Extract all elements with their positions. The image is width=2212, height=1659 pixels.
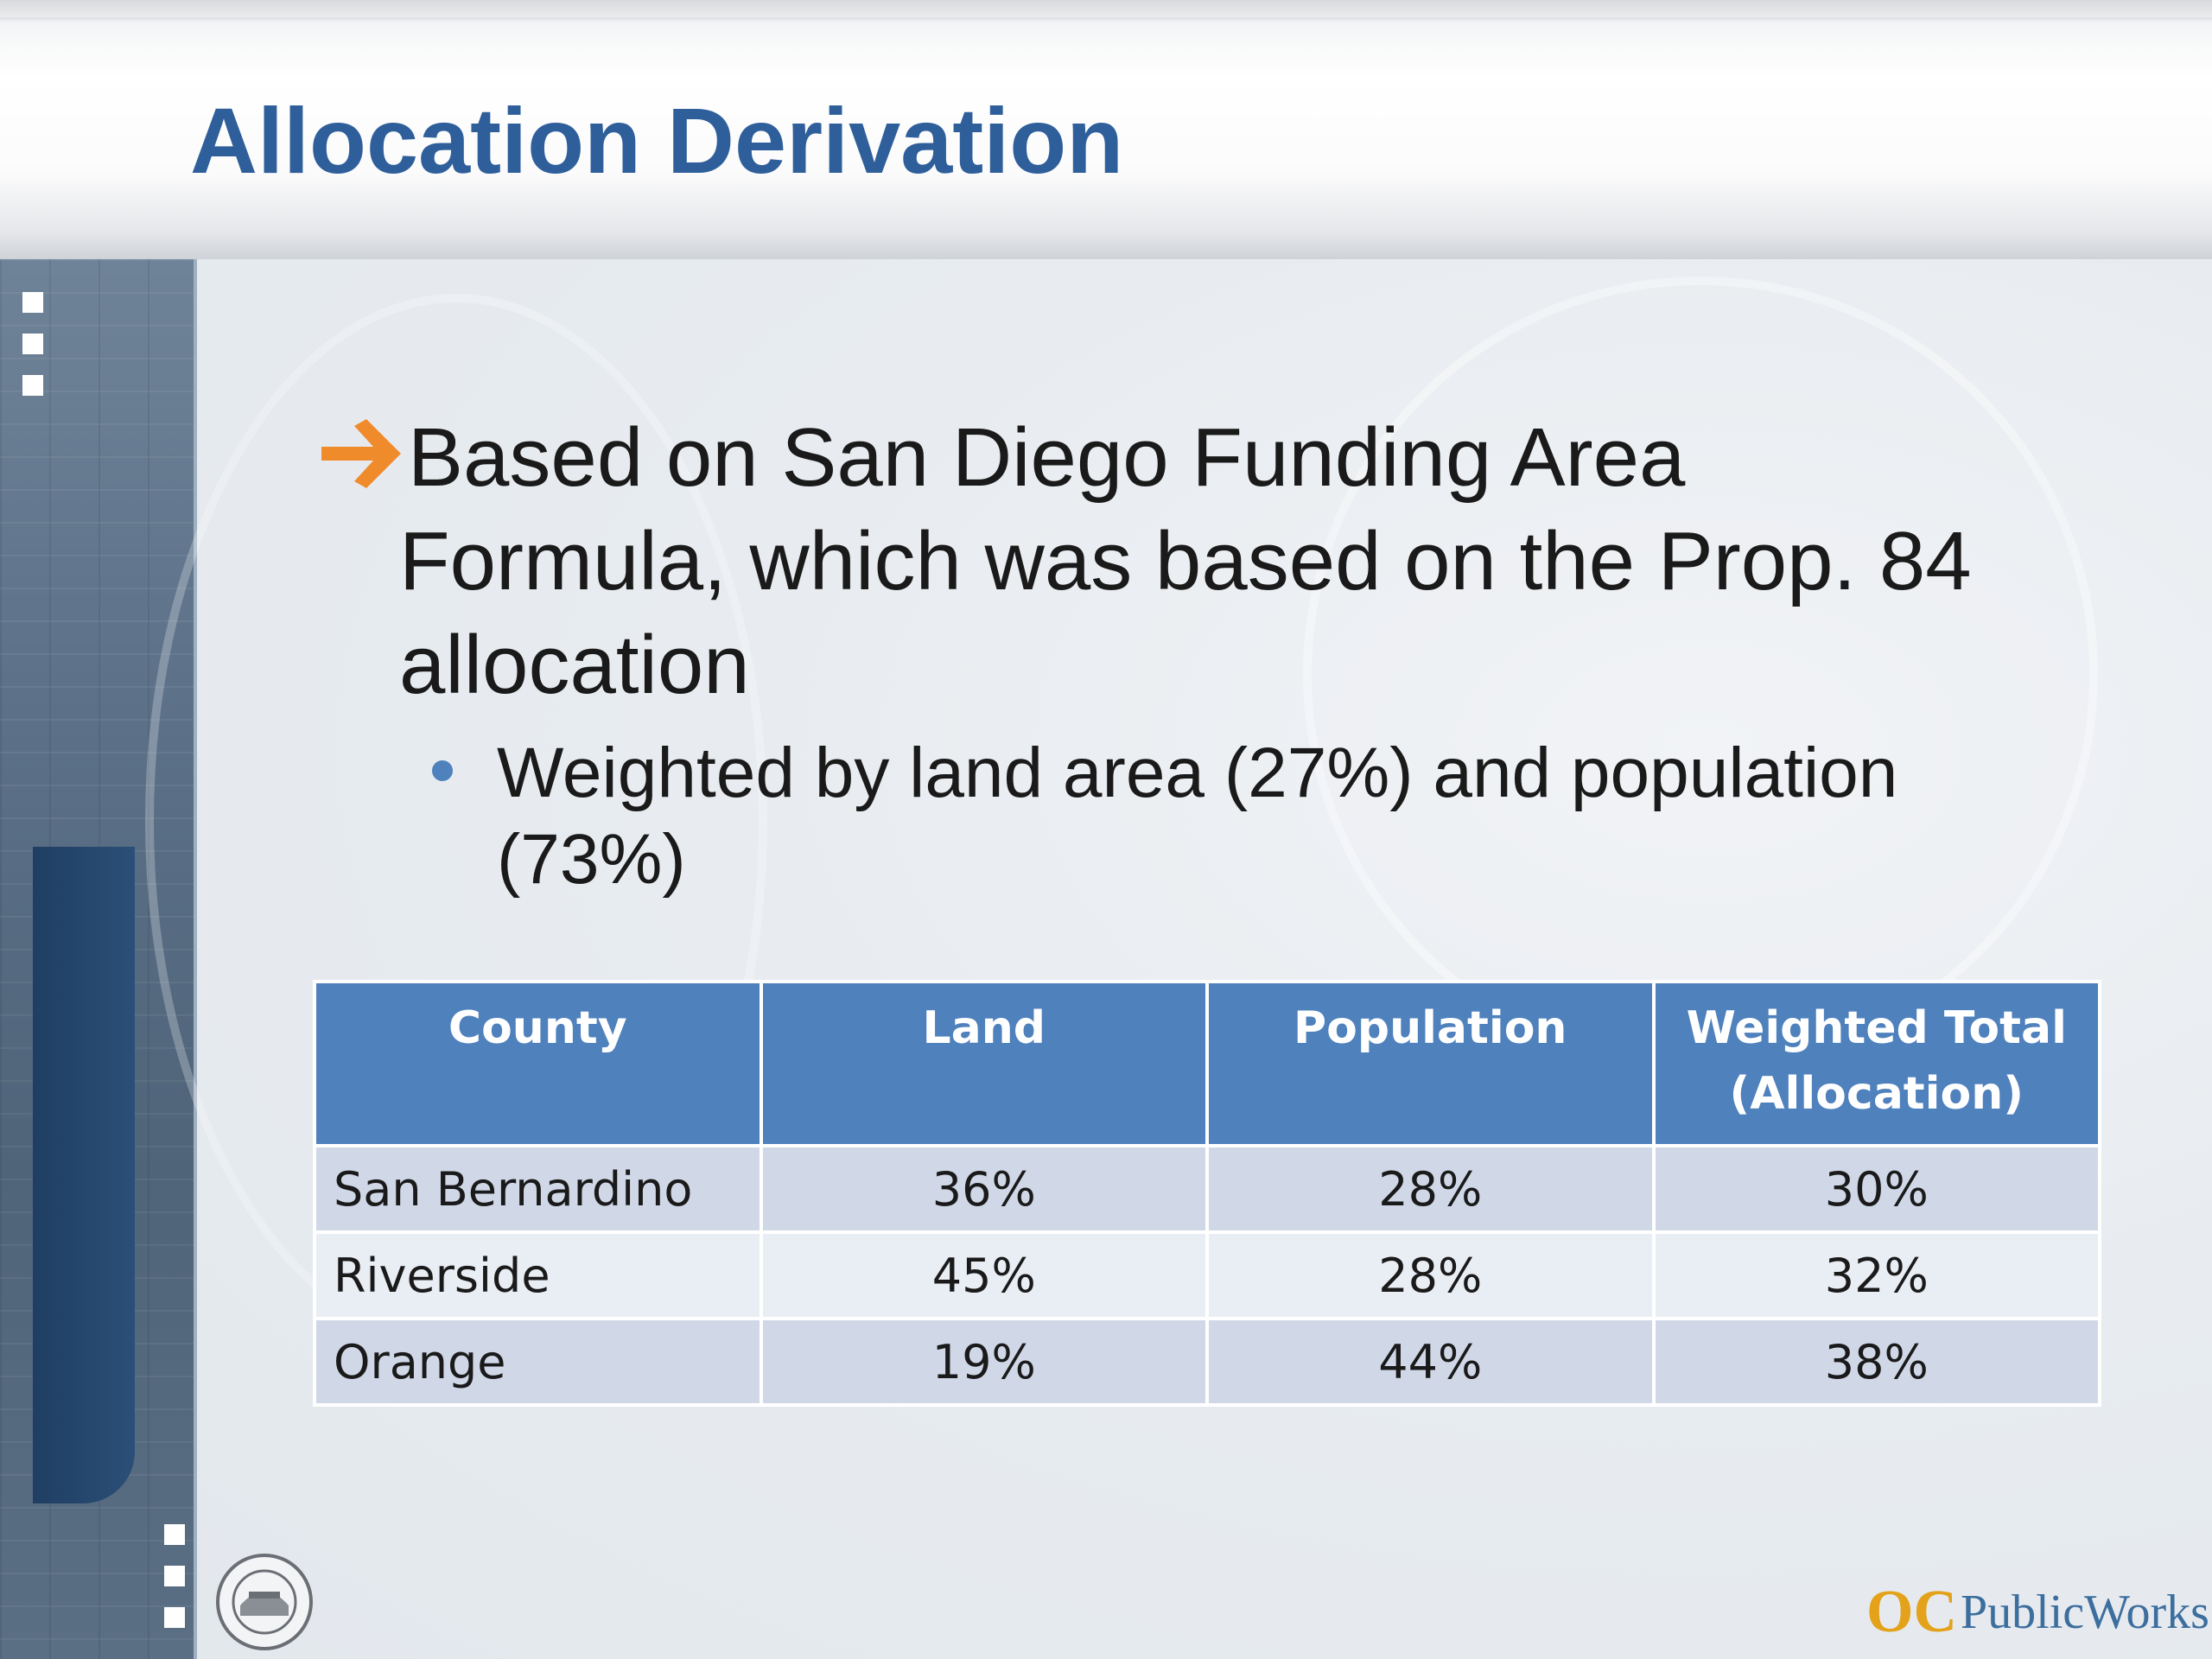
bottom-square-dots (164, 1524, 185, 1628)
top-square-dots (22, 292, 43, 396)
content-background (145, 259, 2212, 1659)
table-row: Orange 19% 44% 38% (313, 1317, 2101, 1407)
county-seal-icon (216, 1554, 313, 1650)
oc-logo-mark: OC (1866, 1579, 1957, 1645)
cell-population: 44% (1205, 1317, 1656, 1407)
oc-publicworks-logo: OC PublicWorks (1866, 1578, 2209, 1647)
sub-bullet-line: (73%) (497, 820, 686, 899)
sub-bullet-line: Weighted by land area (27%) and populati… (497, 734, 1898, 812)
header-stripe (0, 17, 2212, 20)
table-row: Riverside 45% 28% 32% (313, 1230, 2101, 1320)
arrow-right-icon (321, 419, 401, 488)
table-row: San Bernardino 36% 28% 30% (313, 1144, 2101, 1234)
sub-bullet: Weighted by land area (27%) and populati… (497, 730, 2052, 903)
cell-county: Orange (313, 1317, 763, 1407)
cell-county: Riverside (313, 1230, 763, 1320)
panel-accent-band (33, 847, 135, 1503)
allocation-table: County Land Population Weighted Total (A… (313, 980, 2101, 1407)
header-line: Weighted Total (1686, 1002, 2067, 1054)
square-dot (22, 375, 43, 396)
square-dot (164, 1607, 185, 1628)
column-header-population: Population (1205, 980, 1656, 1147)
square-dot (22, 292, 43, 313)
header-stripe (0, 7, 2212, 10)
cell-weighted: 32% (1651, 1230, 2101, 1320)
main-bullet: Based on San Diego Funding Area Formula,… (320, 406, 2065, 717)
cell-weighted: 38% (1651, 1317, 2101, 1407)
cell-land: 36% (759, 1144, 1209, 1234)
dot-icon (432, 760, 453, 781)
bullet-line: Based on San Diego Funding Area (408, 411, 1686, 504)
square-dot (164, 1566, 185, 1586)
slide-title: Allocation Derivation (190, 88, 1124, 193)
cell-population: 28% (1205, 1144, 1656, 1234)
column-header-county: County (313, 980, 763, 1147)
table-header-row: County Land Population Weighted Total (A… (313, 980, 2101, 1147)
column-header-weighted-total: Weighted Total (Allocation) (1651, 980, 2101, 1147)
bullet-line: allocation (399, 619, 750, 711)
square-dot (164, 1524, 185, 1545)
cell-land: 19% (759, 1317, 1209, 1407)
cell-weighted: 30% (1651, 1144, 2101, 1234)
bullet-line: Formula, which was based on the Prop. 84 (399, 515, 1972, 607)
oc-logo-text: PublicWorks (1961, 1586, 2209, 1639)
cell-county: San Bernardino (313, 1144, 763, 1234)
column-header-land: Land (759, 980, 1209, 1147)
cell-population: 28% (1205, 1230, 1656, 1320)
square-dot (22, 334, 43, 354)
header-line: (Allocation) (1729, 1068, 2024, 1120)
slide-header: Allocation Derivation (0, 0, 2212, 259)
cell-land: 45% (759, 1230, 1209, 1320)
